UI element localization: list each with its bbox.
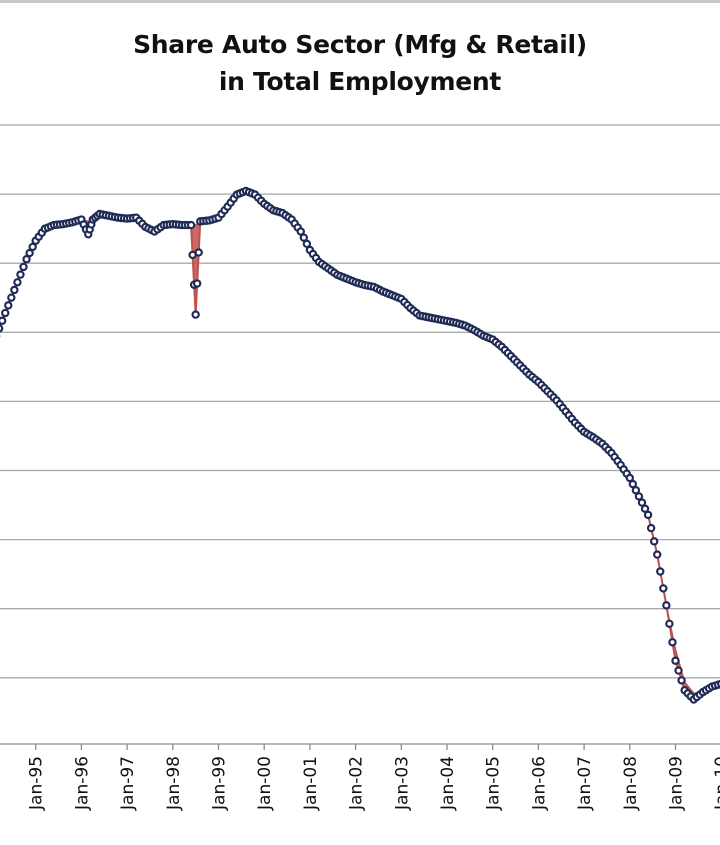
data-point (4, 301, 13, 310)
data-point (662, 601, 671, 610)
data-point (628, 479, 638, 489)
x-tick-label: Jan-01 (301, 756, 321, 811)
data-point (7, 293, 16, 302)
x-tick-label: Jan-10 (712, 756, 720, 811)
data-point (22, 255, 31, 264)
x-tick-label: Jan-08 (621, 756, 641, 811)
data-point (677, 676, 686, 685)
data-point (665, 619, 674, 629)
data-point (668, 638, 677, 647)
data-point (634, 492, 644, 501)
data-point (653, 550, 662, 559)
x-tick-label: Jan-96 (72, 756, 92, 811)
data-point (13, 278, 22, 287)
gridlines (0, 124, 720, 745)
x-tick-label: Jan-03 (392, 756, 412, 811)
data-point (656, 567, 665, 576)
data-point (637, 498, 647, 507)
data-point (16, 270, 25, 279)
data-point (25, 248, 34, 258)
x-tick-label: Jan-99 (210, 756, 230, 811)
series-polyline (0, 189, 720, 701)
data-point (302, 239, 312, 249)
chart-title-line-1: Share Auto Sector (Mfg & Retail) (133, 30, 587, 59)
x-tick-label: Jan-02 (347, 756, 367, 811)
x-tick-label: Jan-98 (164, 756, 184, 811)
chart-title-line-2: in Total Employment (218, 67, 502, 96)
data-point (659, 584, 668, 593)
data-point (640, 504, 650, 513)
data-point (192, 279, 202, 288)
data-point (28, 242, 37, 252)
x-tick-label: Jan-06 (529, 756, 549, 811)
data-point (674, 666, 683, 675)
data-point (646, 523, 656, 533)
x-axis-ticks (35, 744, 677, 750)
data-point (19, 262, 28, 272)
chart-title: Share Auto Sector (Mfg & Retail) in Tota… (0, 26, 720, 100)
data-point (671, 656, 680, 665)
series-line (0, 189, 720, 701)
x-tick-label: Jan-97 (118, 756, 138, 811)
data-point (631, 486, 641, 495)
data-point (0, 316, 7, 325)
x-tick-label: Jan-09 (667, 756, 687, 811)
data-point (194, 248, 203, 257)
x-tick-label: Jan-04 (438, 756, 458, 811)
data-point (649, 537, 659, 546)
data-point (296, 227, 305, 236)
x-tick-label: Jan-00 (255, 756, 275, 811)
series-fill-shape (0, 190, 720, 701)
data-point (1, 308, 10, 318)
data-point (299, 233, 309, 242)
series-points (0, 186, 720, 704)
x-tick-label: Jan-07 (575, 756, 595, 811)
top-border (0, 0, 720, 3)
data-point (643, 510, 653, 520)
data-point (186, 220, 196, 230)
data-point (625, 473, 635, 483)
series-fill-area (0, 190, 720, 701)
x-tick-label: Jan-94 (0, 756, 1, 811)
x-tick-label: Jan-05 (484, 756, 504, 811)
x-axis-labels: Jan-94 Jan-95 Jan-96 Jan-97 Jan-98 Jan-99 Jan-… (0, 756, 720, 811)
data-point (0, 324, 4, 333)
x-tick-label: Jan-95 (27, 756, 47, 811)
data-point (191, 310, 200, 319)
data-point (10, 285, 19, 295)
